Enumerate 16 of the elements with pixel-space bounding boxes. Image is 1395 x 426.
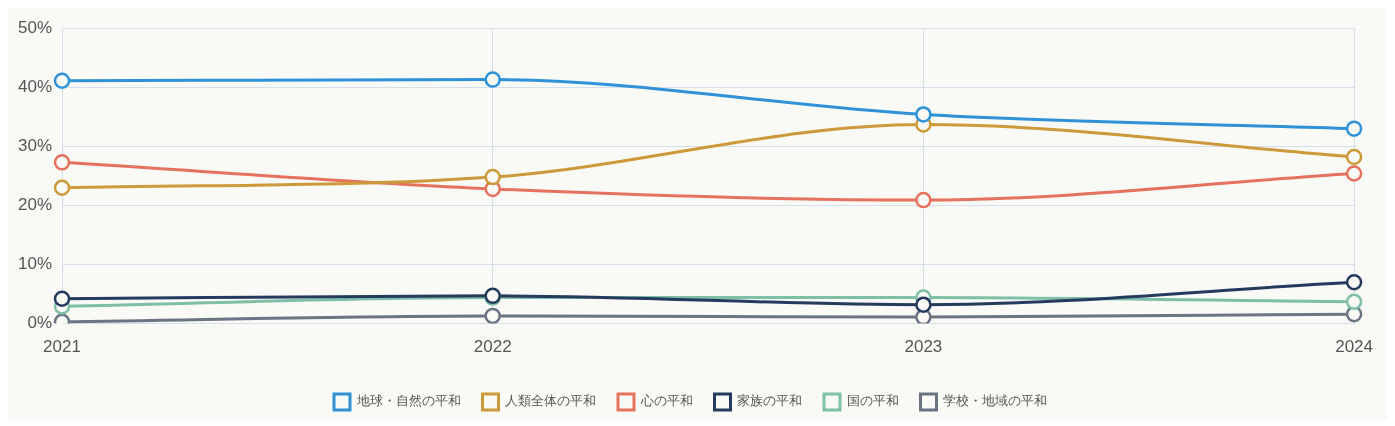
x-tick-label: 2023	[904, 337, 943, 357]
y-tick-label: 50%	[17, 17, 53, 37]
y-tick-label: 20%	[17, 195, 53, 215]
y-tick-label: 10%	[17, 254, 53, 274]
x-tick-label: 2021	[43, 337, 81, 357]
legend-label: 学校・地域の平和	[943, 393, 1047, 409]
legend-label: 人類全体の平和	[505, 393, 596, 409]
x-tick-label: 2024	[1335, 337, 1373, 357]
y-tick-label: 30%	[17, 136, 53, 156]
legend-label: 国の平和	[846, 393, 899, 409]
legend-label: 心の平和	[639, 393, 693, 409]
legend-label: 地球・自然の平和	[355, 393, 461, 409]
x-tick-label: 2022	[473, 337, 512, 357]
y-tick-label: 40%	[17, 76, 53, 96]
y-tick-label: 0%	[27, 313, 53, 333]
legend-label: 家族の平和	[737, 393, 802, 409]
